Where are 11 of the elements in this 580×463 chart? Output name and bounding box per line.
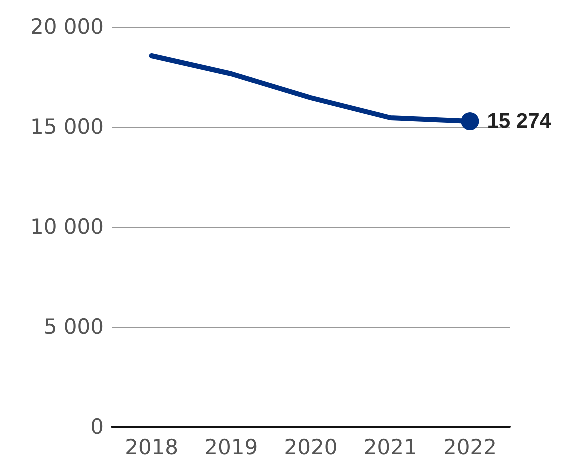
x-tick-label: 2022 <box>443 436 497 460</box>
y-tick-label: 0 <box>90 415 104 439</box>
y-tick-label: 10 000 <box>30 215 104 239</box>
x-tick-label: 2019 <box>204 436 258 460</box>
data-label: 15 274 <box>487 110 552 134</box>
x-tick-label: 2021 <box>364 436 418 460</box>
x-tick-label: 2020 <box>284 436 338 460</box>
y-tick-label: 15 000 <box>30 115 104 139</box>
x-tick-label: 2018 <box>125 436 179 460</box>
y-tick-label: 5 000 <box>44 315 104 339</box>
y-tick-label: 20 000 <box>30 15 104 39</box>
